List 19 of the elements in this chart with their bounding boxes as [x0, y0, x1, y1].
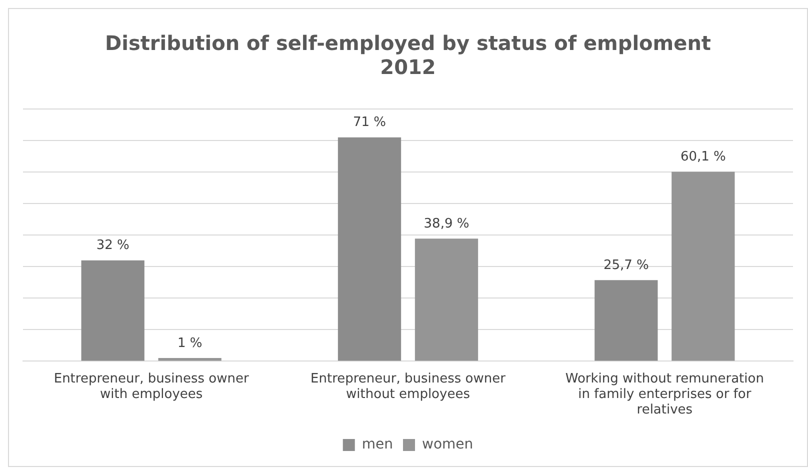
legend-label: women [422, 436, 474, 453]
data-label: 38,9 % [424, 216, 470, 232]
bar [158, 358, 222, 361]
bar [672, 172, 735, 361]
data-label: 60,1 % [680, 150, 726, 165]
bar [338, 137, 402, 361]
bar [414, 238, 478, 361]
text: 2012 [380, 55, 436, 80]
data-label: 25,7 % [603, 258, 649, 274]
data-label: 32 % [96, 238, 130, 254]
text: Distribution of self-employed by status of emploment [105, 31, 711, 56]
x-tick-label: Working without remuneration in family enterprises or for relatives [565, 371, 764, 418]
x-tick-label: Entrepreneur, business owner with employees [54, 371, 250, 402]
legend-label: men [362, 436, 393, 453]
bar [594, 280, 658, 361]
x-tick-label: Entrepreneur, business owner without employees [310, 371, 506, 402]
bar [81, 260, 144, 361]
data-label: 71 % [352, 115, 386, 130]
data-label: 1 % [177, 336, 202, 351]
